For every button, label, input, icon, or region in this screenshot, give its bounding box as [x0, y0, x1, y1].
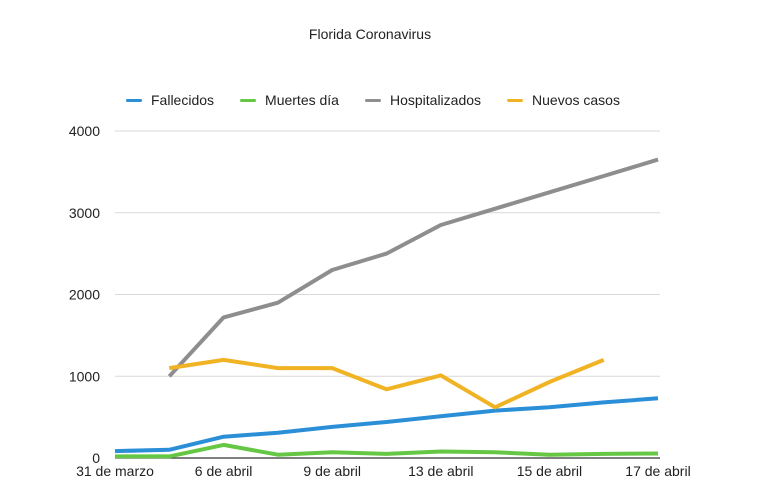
x-tick-label: 15 de abril [517, 463, 582, 479]
legend-item-nuevos-casos: Nuevos casos [507, 92, 620, 108]
legend-swatch-muertes-dia [240, 98, 257, 102]
legend-swatch-nuevos-casos [507, 98, 524, 102]
x-tick-label: 31 de marzo [76, 463, 154, 479]
chart-title: Florida Coronavirus [308, 26, 432, 42]
legend-item-hospitalizados: Hospitalizados [364, 92, 482, 108]
legend-label-muertes-dia: Muertes día [265, 92, 339, 108]
x-tick-label: 13 de abril [408, 463, 473, 479]
legend-swatch-hospitalizados [364, 98, 381, 102]
x-axis-ticks: 31 de marzo 6 de abril 9 de abril 13 de abr… [76, 463, 691, 479]
x-tick-label: 9 de abril [303, 463, 361, 479]
y-tick-label: 3000 [69, 205, 100, 221]
legend-label-nuevos-casos: Nuevos casos [532, 92, 620, 108]
y-tick-label: 4000 [69, 123, 100, 139]
y-axis-ticks: 0 1000 2000 3000 4000 [69, 123, 100, 466]
legend-label-hospitalizados: Hospitalizados [389, 92, 482, 108]
legend-label-fallecidos: Fallecidos [151, 92, 215, 108]
legend: Fallecidos Muertes día Hospitalizados Nu… [126, 92, 620, 108]
series-lines [114, 157, 659, 459]
series-line-hospitalizados [167, 157, 659, 378]
legend-item-muertes-dia: Muertes día [240, 92, 339, 108]
x-tick-label: 6 de abril [195, 463, 253, 479]
series-line-muertes-dia [115, 442, 659, 459]
y-tick-label: 2000 [69, 287, 100, 303]
legend-item-fallecidos: Fallecidos [126, 92, 214, 108]
x-tick-label: 17 de abril [625, 463, 690, 479]
series-line-fallecidos [114, 396, 659, 454]
legend-swatch-fallecidos [126, 98, 142, 102]
y-tick-label: 0 [92, 450, 100, 466]
y-tick-label: 1000 [69, 368, 100, 384]
series-line-nuevos-casos [169, 357, 605, 410]
gridlines [115, 130, 660, 459]
